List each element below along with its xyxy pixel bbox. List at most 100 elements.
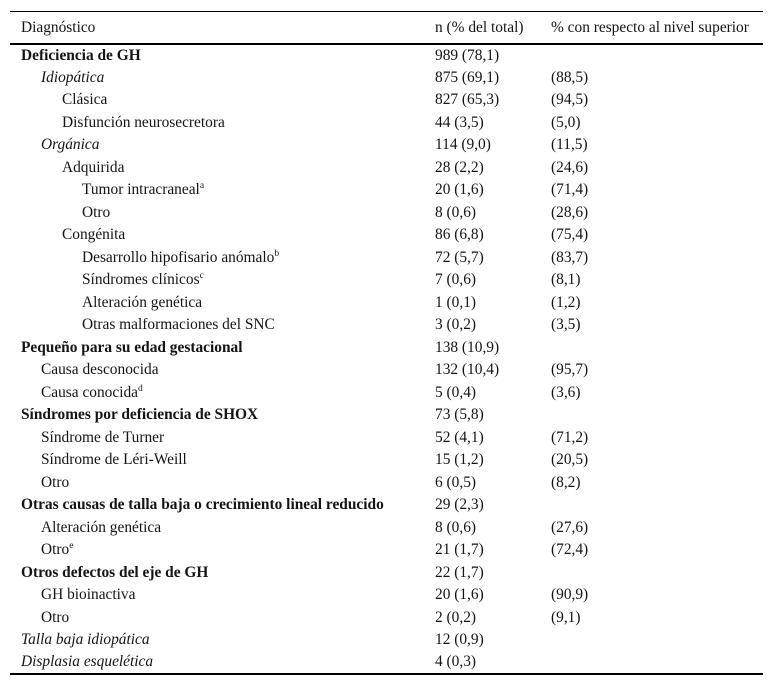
- diagnosis-cell: Otro: [10, 606, 435, 629]
- diagnosis-cell: Otro: [10, 201, 435, 224]
- pct-nivel-superior-cell: (72,4): [551, 541, 589, 559]
- n-total-cell: 6 (0,5): [435, 473, 477, 491]
- n-total-cell: 86 (6,8): [435, 226, 484, 244]
- table-row: Otro 8 (0,6) (28,6): [10, 201, 763, 224]
- diagnosis-label: Síndrome de Léri-Weill: [41, 451, 187, 469]
- footnote-marker: b: [274, 247, 280, 259]
- table-row: Congénita 86 (6,8) (75,4): [10, 224, 763, 247]
- diagnosis-cell: Alteración genética: [10, 516, 435, 539]
- diagnosis-cell: Adquirida: [10, 156, 435, 179]
- diagnosis-cell: Deficiencia de GH: [10, 44, 435, 67]
- n-total-cell: 827 (65,3): [435, 91, 500, 109]
- n-total-cell: 72 (5,7): [435, 248, 484, 266]
- table-header: Diagnóstico n (% del total) % con respec…: [10, 11, 763, 44]
- table-body: Deficiencia de GH 989 (78,1) Idiopática 875…: [10, 44, 763, 674]
- pct-nivel-superior-cell: [551, 629, 763, 652]
- pct-nivel-superior-cell: (27,6): [551, 518, 589, 536]
- pct-nivel-superior-cell: [551, 651, 763, 674]
- diagnosis-label: Adquirida: [62, 158, 125, 176]
- diagnosis-cell: Clásica: [10, 89, 435, 112]
- table-row: Pequeño para su edad gestacional 138 (10,…: [10, 336, 763, 359]
- footnote-marker: c: [199, 269, 204, 281]
- pct-nivel-superior-cell: (1,2): [551, 293, 581, 311]
- diagnosis-label: Otro: [41, 608, 70, 626]
- pct-nivel-superior-cell: (28,6): [551, 203, 589, 221]
- pct-nivel-superior-cell: (71,4): [551, 181, 589, 199]
- table-row: Clásica 827 (65,3) (94,5): [10, 89, 763, 112]
- diagnosis-label: Deficiencia de GH: [21, 46, 141, 64]
- diagnosis-cell: Idiopática: [10, 66, 435, 89]
- diagnosis-label: Talla baja idiopática: [21, 631, 150, 649]
- pct-nivel-superior-cell: (94,5): [551, 91, 589, 109]
- pct-nivel-superior-cell: [551, 44, 763, 67]
- header-row: Diagnóstico n (% del total) % con respec…: [10, 11, 763, 44]
- pct-nivel-superior-cell: [551, 561, 763, 584]
- diagnosis-cell: Talla baja idiopática: [10, 629, 435, 652]
- pct-nivel-superior-cell: (90,9): [551, 586, 589, 604]
- table-row: Alteración genética 8 (0,6) (27,6): [10, 516, 763, 539]
- pct-nivel-superior-cell: (75,4): [551, 226, 589, 244]
- diagnosis-label: Síndromes clínicos: [82, 271, 200, 289]
- table-row: Orgánica 114 (9,0) (11,5): [10, 134, 763, 157]
- pct-nivel-superior-cell: (95,7): [551, 361, 589, 379]
- table-row: Otros defectos del eje de GH 22 (1,7): [10, 561, 763, 584]
- diagnosis-cell: Tumor intracraneala: [10, 179, 435, 202]
- diagnosis-label: Otras causas de talla baja o crecimiento…: [21, 496, 384, 514]
- diagnosis-cell: Otro: [10, 471, 435, 494]
- pct-nivel-superior-cell: [551, 494, 763, 517]
- table-row: Idiopática 875 (69,1) (88,5): [10, 66, 763, 89]
- diagnosis-label: Displasia esquelética: [21, 653, 154, 671]
- diagnosis-label: Orgánica: [41, 136, 100, 154]
- pct-nivel-superior-cell: (3,6): [551, 383, 581, 401]
- table-row: Displasia esquelética 4 (0,3): [10, 651, 763, 674]
- n-total-cell: 989 (78,1): [435, 46, 500, 64]
- diagnosis-label: Otros defectos del eje de GH: [21, 563, 209, 581]
- n-total-cell: 20 (1,6): [435, 181, 484, 199]
- diagnosis-cell: Causa desconocida: [10, 359, 435, 382]
- table-row: Otras malformaciones del SNC 3 (0,2) (3,5): [10, 314, 763, 337]
- pct-nivel-superior-cell: (24,6): [551, 158, 589, 176]
- diagnosis-cell: GH bioinactiva: [10, 584, 435, 607]
- diagnosis-cell: Otras malformaciones del SNC: [10, 314, 435, 337]
- diagnosis-label: Pequeño para su edad gestacional: [21, 338, 243, 356]
- table-row: Otro 2 (0,2) (9,1): [10, 606, 763, 629]
- pct-nivel-superior-cell: (5,0): [551, 113, 581, 131]
- diagnosis-cell: Pequeño para su edad gestacional: [10, 336, 435, 359]
- n-total-cell: 28 (2,2): [435, 158, 484, 176]
- diagnosis-label: Idiopática: [41, 68, 105, 86]
- diagnosis-label: GH bioinactiva: [41, 586, 136, 604]
- diagnosis-cell: Causa conocidad: [10, 381, 435, 404]
- table-row: Tumor intracraneala 20 (1,6) (71,4): [10, 179, 763, 202]
- n-total-cell: 21 (1,7): [435, 541, 484, 559]
- n-total-cell: 114 (9,0): [435, 136, 491, 154]
- n-total-cell: 3 (0,2): [435, 316, 477, 334]
- n-total-cell: 132 (10,4): [435, 361, 500, 379]
- diagnosis-label: Clásica: [62, 91, 108, 109]
- diagnosis-cell: Disfunción neurosecretora: [10, 111, 435, 134]
- diagnosis-label: Congénita: [62, 226, 126, 244]
- table-row: Síndromes clínicosc 7 (0,6) (8,1): [10, 269, 763, 292]
- diagnosis-label: Otras malformaciones del SNC: [82, 316, 275, 334]
- table-row: Otras causas de talla baja o crecimiento…: [10, 494, 763, 517]
- n-total-cell: 5 (0,4): [435, 383, 477, 401]
- n-total-cell: 4 (0,3): [435, 653, 477, 671]
- pct-nivel-superior-cell: [551, 404, 763, 427]
- footnote-marker: d: [138, 382, 143, 394]
- n-total-cell: 7 (0,6): [435, 271, 477, 289]
- column-header-n-total: n (% del total): [435, 18, 524, 36]
- table-row: Adquirida 28 (2,2) (24,6): [10, 156, 763, 179]
- column-header-diagnostico: Diagnóstico: [21, 18, 96, 36]
- pct-nivel-superior-cell: (8,2): [551, 473, 581, 491]
- pct-nivel-superior-cell: (11,5): [551, 136, 588, 154]
- table-row: Otro 6 (0,5) (8,2): [10, 471, 763, 494]
- n-total-cell: 875 (69,1): [435, 68, 500, 86]
- pct-nivel-superior-cell: (88,5): [551, 68, 589, 86]
- table-row: Desarrollo hipofisario anómalob 72 (5,7)(…: [10, 246, 763, 269]
- diagnosis-cell: Orgánica: [10, 134, 435, 157]
- pct-nivel-superior-cell: [551, 336, 763, 359]
- table-row: Síndrome de Turner 52 (4,1) (71,2): [10, 426, 763, 449]
- diagnosis-cell: Otras causas de talla baja o crecimiento…: [10, 494, 435, 517]
- diagnosis-cell: Alteración genética: [10, 291, 435, 314]
- column-header-pct-nivel-superior: % con respecto al nivel superior: [551, 18, 749, 36]
- diagnosis-cell: Síndromes clínicosc: [10, 269, 435, 292]
